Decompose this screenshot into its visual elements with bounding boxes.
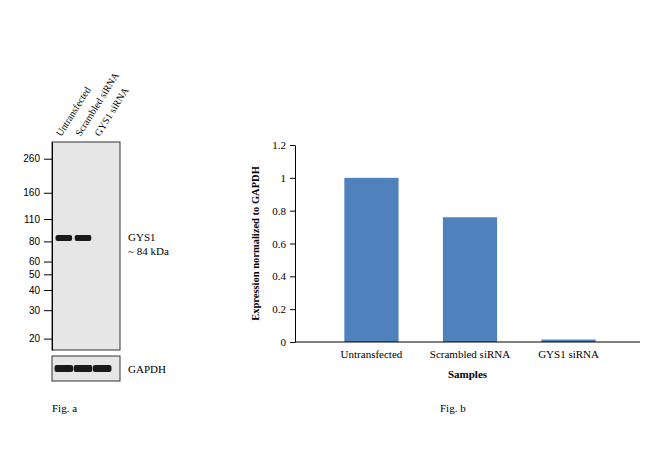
tick: 50 xyxy=(29,269,52,280)
membrane xyxy=(52,142,120,350)
tick: 40 xyxy=(29,285,52,296)
x-axis: Untransfected Scrambled siRNA GYS1 siRNA xyxy=(295,342,640,360)
band xyxy=(75,235,92,241)
loading-label: GAPDH xyxy=(128,363,166,375)
tick: 0.2 xyxy=(272,303,295,315)
tick: 30 xyxy=(29,305,52,316)
tick-label: 0.8 xyxy=(272,205,286,217)
bars xyxy=(344,178,595,342)
tick: 1.2 xyxy=(272,139,295,151)
tick-mark xyxy=(44,219,52,220)
tick-mark xyxy=(290,145,295,146)
x-axis-line xyxy=(295,342,640,343)
loading-strip xyxy=(52,356,120,381)
chart-svg: 260 160 110 80 60 50 40 30 20 Untransfected Scramb… xyxy=(0,0,650,457)
tick: 160 xyxy=(23,187,52,198)
tick: 0 xyxy=(281,336,296,348)
tick: 20 xyxy=(29,333,52,344)
tick: 0.6 xyxy=(272,238,295,250)
tick: 0.8 xyxy=(272,205,295,217)
tick-label: 160 xyxy=(23,187,40,198)
band xyxy=(56,235,73,241)
tick-label: 40 xyxy=(29,285,41,296)
tick-label: Scrambled siRNA xyxy=(430,348,510,360)
y-axis-title: Expression normalized to GAPDH xyxy=(250,166,261,321)
tick-label: Untransfected xyxy=(341,348,403,360)
bar xyxy=(443,217,497,342)
tick-label: 80 xyxy=(29,236,41,247)
tick-label: 0.2 xyxy=(272,303,286,315)
background xyxy=(0,0,650,457)
blot-panel: 260160110806050403020UntransfectedScramb… xyxy=(23,70,169,414)
tick-label: 50 xyxy=(29,269,41,280)
y-axis-line xyxy=(295,146,296,343)
tick-label: 0.6 xyxy=(272,238,286,250)
tick-mark xyxy=(290,244,295,245)
tick: 110 xyxy=(24,214,52,225)
tick: 260 xyxy=(23,153,52,164)
y-axis: 260 160 110 80 60 50 40 30 20 xyxy=(23,143,52,351)
bar-panel: 0 0.2 0.4 0.6 0.8 1 1.2 Untransfected Scrambled … xyxy=(250,139,640,414)
tick: GYS1 siRNA xyxy=(538,348,599,360)
tick-label: 1.2 xyxy=(272,139,286,151)
annotation: ~ 84 kDa xyxy=(128,245,169,257)
tick-mark xyxy=(44,262,52,263)
tick: Scrambled siRNA xyxy=(430,348,510,360)
tick-mark xyxy=(290,342,295,343)
tick: 1 xyxy=(281,172,296,184)
tick-mark xyxy=(290,309,295,310)
tick-label: 260 xyxy=(23,153,40,164)
tick-mark xyxy=(44,193,52,194)
tick: 0.4 xyxy=(272,270,295,282)
figure: 260 160 110 80 60 50 40 30 20 Untransfected Scramb… xyxy=(0,0,650,457)
x-axis-title: Samples xyxy=(448,368,488,380)
tick-mark xyxy=(44,159,52,160)
y-axis: 0 0.2 0.4 0.6 0.8 1 1.2 xyxy=(272,139,295,348)
tick-label: 1 xyxy=(281,172,287,184)
tick: 80 xyxy=(29,236,52,247)
tick-mark xyxy=(44,290,52,291)
loading-band xyxy=(55,365,74,372)
tick: 60 xyxy=(29,256,52,267)
y-axis-line xyxy=(52,143,53,351)
tick-mark xyxy=(290,276,295,277)
tick: Untransfected xyxy=(341,348,403,360)
tick-label: 110 xyxy=(24,214,40,225)
tick-mark xyxy=(44,310,52,311)
tick-label: 0 xyxy=(281,336,287,348)
lane-label: GYS1 siRNA xyxy=(92,85,131,138)
tick-mark xyxy=(290,211,295,212)
caption: Fig. b xyxy=(440,402,466,414)
bands xyxy=(56,235,92,241)
tick-mark xyxy=(44,241,52,242)
caption: Fig. a xyxy=(52,402,77,414)
tick-mark xyxy=(44,339,52,340)
tick-label: 20 xyxy=(29,333,41,344)
tick-mark xyxy=(44,274,52,275)
tick-mark xyxy=(290,178,295,179)
loading-band xyxy=(93,365,112,372)
tick-label: 30 xyxy=(29,305,41,316)
tick-label: 0.4 xyxy=(272,270,286,282)
tick-label: GYS1 siRNA xyxy=(538,348,599,360)
bar xyxy=(344,178,398,342)
tick-label: 60 xyxy=(29,256,41,267)
band-label: GYS1 xyxy=(128,231,156,243)
loading-band xyxy=(74,365,93,372)
